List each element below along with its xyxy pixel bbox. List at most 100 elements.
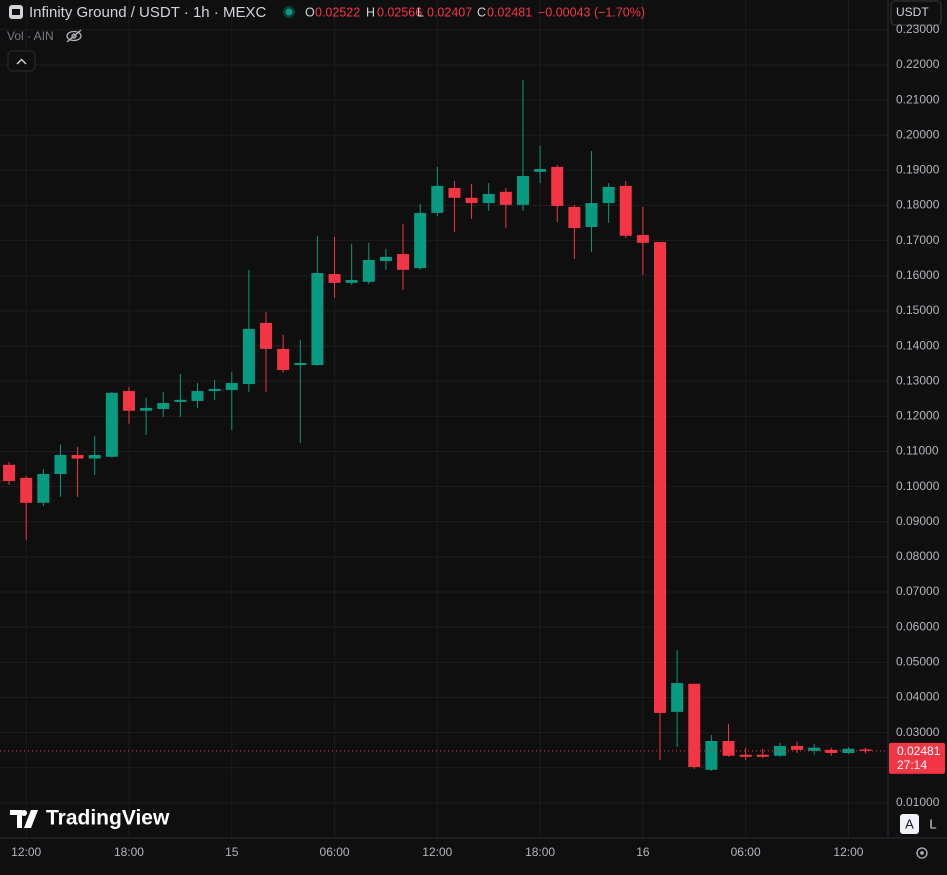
y-tick-label: 0.04000	[896, 690, 940, 704]
candle-body	[345, 280, 358, 283]
candle-body	[825, 749, 838, 753]
log-scale-label: L	[929, 816, 936, 831]
candle-body	[551, 166, 564, 206]
y-tick-label: 0.13000	[896, 373, 940, 387]
candle-body	[105, 392, 118, 457]
candle-body	[208, 388, 221, 392]
y-tick-label: 0.01000	[896, 795, 940, 809]
currency-label: USDT	[896, 5, 929, 19]
settings-icon	[920, 851, 924, 855]
candle-body	[482, 193, 495, 204]
logo-text: TradingView	[46, 807, 170, 830]
x-tick-label: 12:00	[422, 845, 452, 859]
candle-body	[157, 403, 170, 409]
symbol-title[interactable]: Infinity Ground / USDT · 1h · MEXC	[29, 4, 266, 21]
candle-body	[534, 169, 547, 172]
market-status[interactable]	[285, 8, 293, 16]
ohlc-value: 0.02407	[427, 5, 472, 19]
collapse-button[interactable]	[7, 50, 36, 72]
candle-body	[859, 749, 872, 751]
candle-body	[379, 256, 392, 262]
candle-body	[808, 747, 821, 751]
currency-button[interactable]	[890, 0, 942, 26]
y-tick-label: 0.19000	[896, 163, 940, 177]
candle-body	[242, 328, 255, 385]
logo-mark	[10, 809, 38, 828]
x-tick-label: 16	[636, 845, 650, 859]
candle-body	[739, 754, 752, 757]
candle-body	[499, 191, 512, 205]
candle-body	[311, 273, 324, 366]
ohlc-label: H	[366, 5, 375, 19]
change: −0.00043 (−1.70%)	[538, 5, 645, 19]
candle-body	[328, 274, 341, 283]
x-tick-label: 12:00	[11, 845, 41, 859]
candle-body	[122, 391, 135, 411]
candle-body	[773, 745, 786, 756]
last-price-label: 0.02481	[897, 744, 941, 758]
symbol-icon-inner	[12, 9, 20, 15]
indicator-label[interactable]: Vol · AIN	[7, 29, 54, 43]
x-tick-label: 06:00	[320, 845, 350, 859]
y-tick-label: 0.05000	[896, 654, 940, 668]
y-tick-label: 0.14000	[896, 338, 940, 352]
y-tick-label: 0.06000	[896, 619, 940, 633]
candle-body	[448, 187, 461, 198]
candle-body	[174, 399, 187, 402]
candle-body	[636, 235, 649, 243]
candle-body	[791, 745, 804, 750]
y-tick-label: 0.07000	[896, 584, 940, 598]
y-tick-label: 0.11000	[896, 444, 939, 458]
y-tick-label: 0.18000	[896, 198, 940, 212]
candle-body	[191, 391, 204, 401]
y-tick-label: 0.03000	[896, 725, 940, 739]
candle-body	[619, 185, 632, 236]
y-tick-label: 0.10000	[896, 479, 940, 493]
y-tick-label: 0.09000	[896, 514, 940, 528]
candle-body	[54, 455, 67, 474]
candle-body	[568, 206, 581, 229]
x-tick-label: 12:00	[833, 845, 863, 859]
countdown-label: 27:14	[897, 758, 927, 772]
ohlc-value: 0.02522	[315, 5, 360, 19]
ohlc-value: 0.02566	[377, 5, 422, 19]
x-tick-label: 06:00	[731, 845, 761, 859]
candle-body	[688, 683, 701, 768]
candle-body	[722, 741, 735, 756]
y-tick-label: 0.12000	[896, 409, 940, 423]
candle-body	[756, 754, 769, 757]
y-tick-label: 0.16000	[896, 268, 940, 282]
y-tick-label: 0.21000	[896, 92, 940, 106]
candle-body	[260, 322, 273, 349]
auto-scale-button[interactable]	[900, 814, 919, 834]
ohlc-value: 0.02481	[487, 5, 532, 19]
candle-body	[654, 242, 667, 713]
candle-body	[414, 212, 427, 269]
y-tick-label: 0.22000	[896, 57, 940, 71]
log-scale-button[interactable]	[924, 814, 942, 834]
candle-body	[705, 741, 718, 770]
y-tick-label: 0.15000	[896, 303, 940, 317]
candles	[0, 80, 888, 771]
y-tick-label: 0.20000	[896, 127, 940, 141]
candle-body	[602, 186, 615, 204]
y-tick-label: 0.17000	[896, 233, 940, 247]
candle-body	[71, 455, 84, 459]
candle-body	[88, 455, 101, 459]
collapse-icon	[16, 58, 27, 65]
settings-button[interactable]	[916, 847, 928, 859]
last-price-box	[889, 742, 945, 774]
y-tick-label: 0.08000	[896, 549, 940, 563]
candle-body	[397, 254, 410, 270]
candle-body	[37, 473, 50, 503]
candle-body	[362, 260, 375, 282]
x-tick-label: 18:00	[114, 845, 144, 859]
candle-body	[671, 683, 684, 712]
candle-body	[20, 477, 33, 503]
ohlc-label: L	[417, 5, 424, 19]
hide-icon[interactable]	[66, 29, 82, 43]
auto-scale-label: A	[905, 816, 914, 831]
